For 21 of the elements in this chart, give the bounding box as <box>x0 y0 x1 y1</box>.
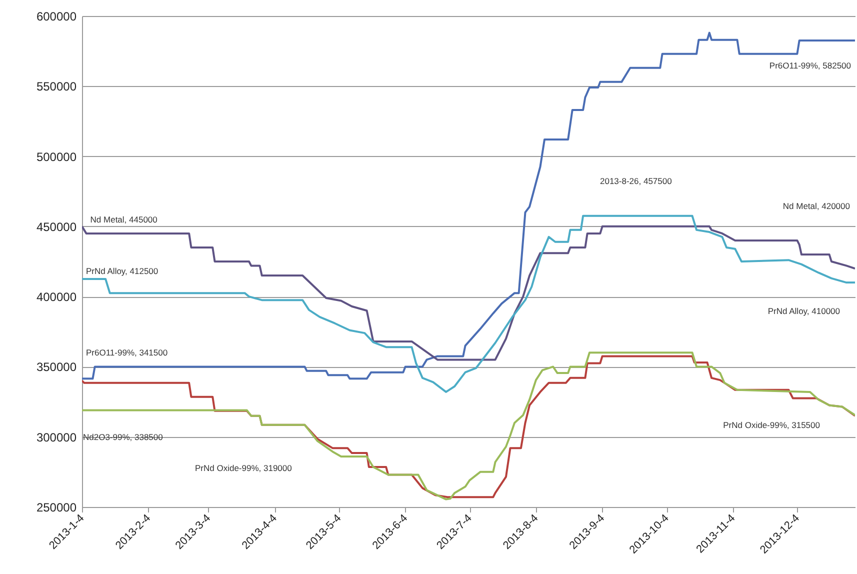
y-tick-label: 250000 <box>36 500 77 514</box>
annotation: PrNd Oxide-99%, 315500 <box>723 420 820 430</box>
annotation: Pr6O11-99%, 582500 <box>769 60 852 71</box>
line-series <box>82 214 855 393</box>
line-series <box>82 32 855 380</box>
annotation: Nd Metal, 420000 <box>782 201 850 211</box>
y-tick-label: 600000 <box>36 10 77 24</box>
y-tick-label: 450000 <box>36 220 77 234</box>
annotation: PrNd Oxide-99%, 319000 <box>195 463 292 473</box>
annotation: Pr6O11-99%, 341500 <box>86 348 168 358</box>
y-tick-label: 400000 <box>36 290 77 304</box>
y-tick-label: 550000 <box>36 80 77 94</box>
annotation: Nd2O3-99%, 338500 <box>83 432 164 442</box>
y-tick-label: 350000 <box>36 360 77 374</box>
y-tick-label: 500000 <box>36 150 77 164</box>
y-tick-label: 300000 <box>36 430 77 444</box>
annotation: PrNd Alloy, 412500 <box>86 266 158 276</box>
line-series <box>82 225 855 361</box>
annotation: Nd Metal, 445000 <box>90 214 158 224</box>
annotation: 2013-8-26, 457500 <box>600 176 672 186</box>
annotation: PrNd Alloy, 410000 <box>768 306 840 316</box>
